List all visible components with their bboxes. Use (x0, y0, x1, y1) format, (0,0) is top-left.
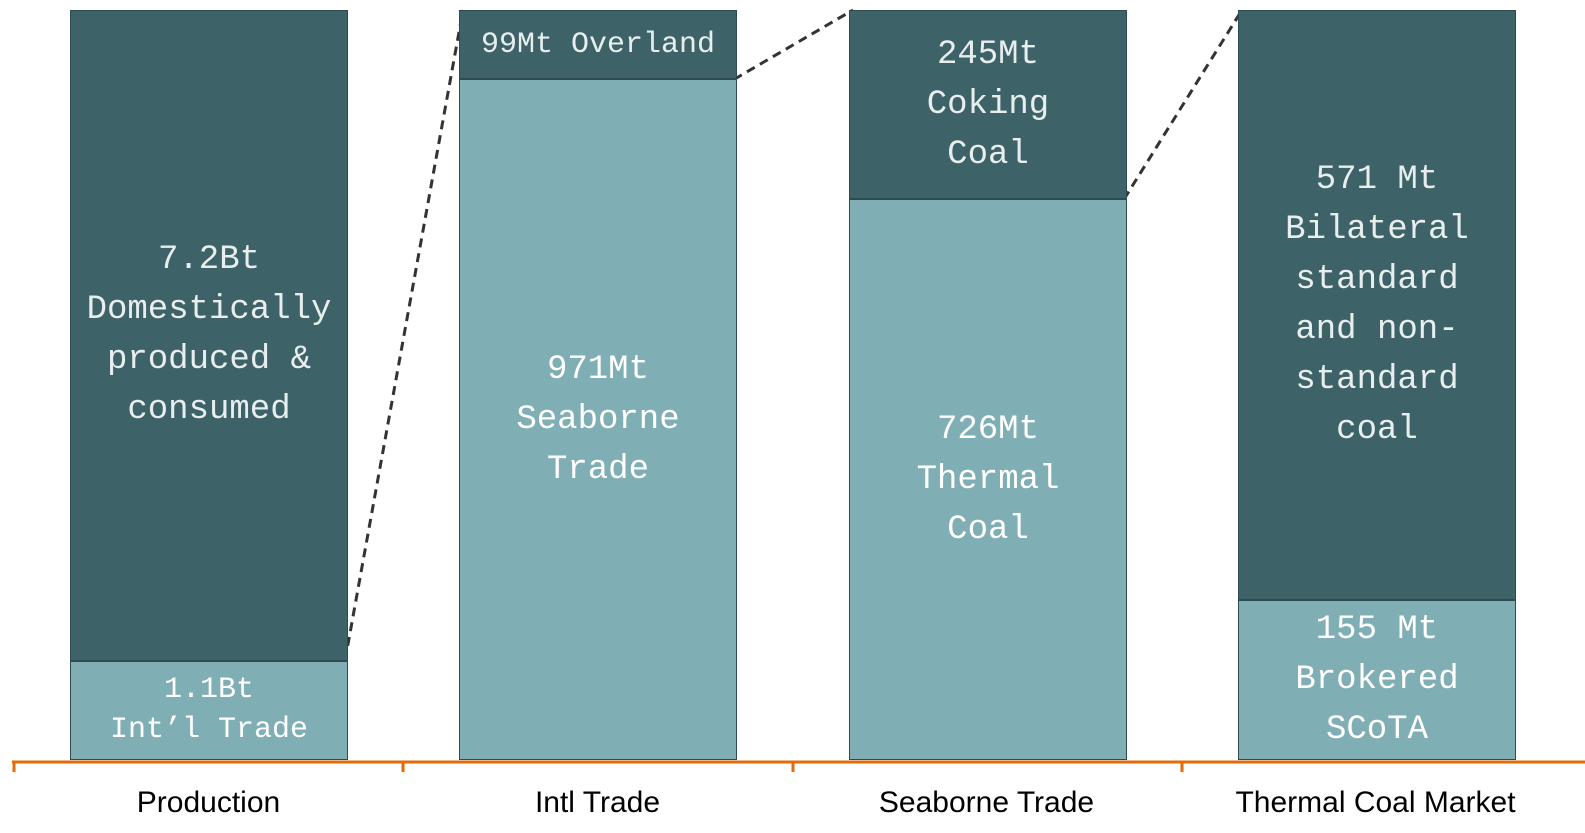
connector (343, 9, 465, 661)
connector (733, 8, 854, 81)
x-tick-label: Seaborne Trade (878, 786, 1095, 819)
data-label: 1.1Bt Int’l Trade (109, 673, 309, 748)
bar-segment: 571 Mt Bilateral standard and non- stand… (1238, 10, 1516, 600)
data-label: 245Mt Coking Coal (926, 35, 1050, 174)
x-tick-label: Intl Trade (534, 786, 661, 819)
data-label: 571 Mt Bilateral standard and non- stand… (1285, 160, 1469, 449)
bar-segment: 99Mt Overland (459, 10, 737, 80)
data-label: 99Mt Overland (480, 27, 716, 62)
data-label: 155 Mt Brokered SCoTA (1295, 610, 1459, 749)
data-label: 971Mt Seaborne Trade (516, 350, 680, 489)
bar-segment: 971Mt Seaborne Trade (459, 79, 737, 760)
bar-segment: 155 Mt Brokered SCoTA (1238, 599, 1516, 760)
bar-segment: 7.2Bt Domestically produced & consumed (70, 10, 348, 661)
x-tick-label: Production (136, 786, 281, 819)
data-label: 7.2Bt Domestically produced & consumed (86, 241, 332, 430)
x-tick-label: Thermal Coal Market (1235, 786, 1516, 819)
connector (1122, 9, 1244, 201)
bar-segment: 1.1Bt Int’l Trade (70, 660, 348, 760)
bar-segment: 726Mt Thermal Coal (849, 199, 1127, 760)
data-label: 726Mt Thermal Coal (916, 410, 1060, 549)
bar-segment: 245Mt Coking Coal (849, 10, 1127, 200)
